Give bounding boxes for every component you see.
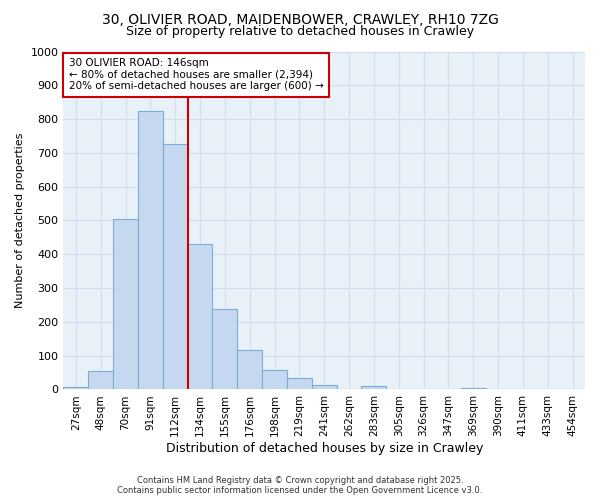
Bar — [163, 144, 188, 390]
Text: Size of property relative to detached houses in Crawley: Size of property relative to detached ho… — [126, 25, 474, 38]
Bar — [113, 219, 138, 390]
Bar — [188, 244, 212, 390]
Bar — [64, 387, 88, 390]
Bar — [287, 378, 312, 390]
Bar — [312, 386, 337, 390]
Bar — [262, 370, 287, 390]
Bar — [461, 388, 485, 390]
Text: 30 OLIVIER ROAD: 146sqm
← 80% of detached houses are smaller (2,394)
20% of semi: 30 OLIVIER ROAD: 146sqm ← 80% of detache… — [68, 58, 323, 92]
Bar — [138, 110, 163, 390]
X-axis label: Distribution of detached houses by size in Crawley: Distribution of detached houses by size … — [166, 442, 483, 455]
Text: Contains HM Land Registry data © Crown copyright and database right 2025.
Contai: Contains HM Land Registry data © Crown c… — [118, 476, 482, 495]
Y-axis label: Number of detached properties: Number of detached properties — [15, 133, 25, 308]
Bar — [88, 371, 113, 390]
Bar — [237, 350, 262, 390]
Text: 30, OLIVIER ROAD, MAIDENBOWER, CRAWLEY, RH10 7ZG: 30, OLIVIER ROAD, MAIDENBOWER, CRAWLEY, … — [101, 12, 499, 26]
Bar — [212, 309, 237, 390]
Bar — [361, 386, 386, 390]
